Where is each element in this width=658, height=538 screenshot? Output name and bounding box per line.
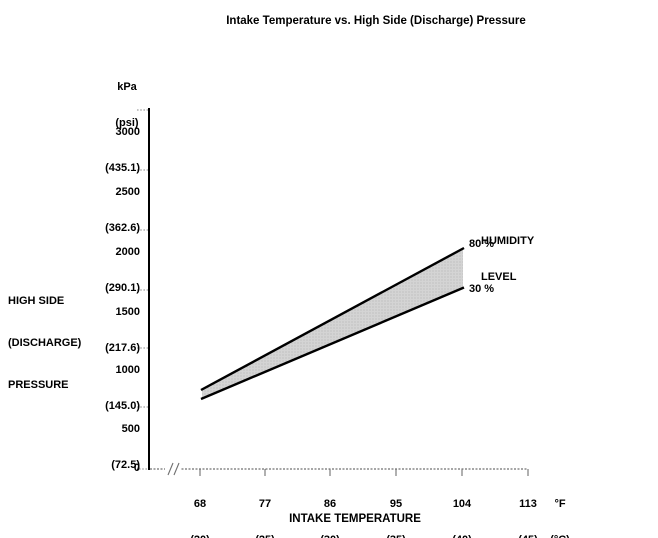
legend-80-percent-label: 80 % <box>469 238 495 250</box>
x-tick-77-c: (25) <box>235 534 295 538</box>
y-tick-3000-psi: (435.1) <box>105 162 140 174</box>
humidity-30-line <box>200 286 465 401</box>
y-axis-unit-kpa: kPa <box>117 81 137 93</box>
x-tick-104-f: 104 <box>452 498 472 510</box>
y-tick-1500-psi: (217.6) <box>105 342 140 354</box>
x-tick-68-f: 68 <box>193 498 207 510</box>
y-tick-1000-psi: (145.0) <box>105 400 140 412</box>
x-tick-95-f: 95 <box>389 498 403 510</box>
x-axis-break-gap <box>165 462 180 475</box>
y-tick-2000-kpa: 2000 <box>115 246 140 258</box>
y-tick-2000-psi: (290.1) <box>105 282 140 294</box>
y-tick-2500-psi: (362.6) <box>105 222 140 234</box>
x-tick-77: 77 (25) <box>235 474 295 538</box>
x-tick-68: 68 (20) <box>170 474 230 538</box>
humidity-80-line <box>200 246 465 392</box>
x-tick-113: 113 (45) <box>498 474 558 538</box>
x-axis-title: INTAKE TEMPERATURE <box>289 513 421 525</box>
y-tick-1000-kpa: 1000 <box>115 364 140 376</box>
x-tick-86-f: 86 <box>323 498 337 510</box>
y-axis-title-line3: PRESSURE <box>8 379 69 391</box>
y-tick-500-kpa: 500 <box>121 423 140 435</box>
x-axis-break-slash-2 <box>173 462 180 476</box>
x-tick-68-c: (20) <box>170 534 230 538</box>
x-tick-86: 86 (30) <box>300 474 360 538</box>
y-axis-ticks <box>137 109 148 470</box>
legend-30-percent-label: 30 % <box>469 283 495 295</box>
y-tick-2500-kpa: 2500 <box>115 186 140 198</box>
humidity-band-area <box>202 248 463 399</box>
x-axis-unit-f: °F <box>554 498 566 510</box>
y-tick-1000: 1000 (145.0) <box>105 340 140 436</box>
y-axis-title-line1: HIGH SIDE <box>8 295 65 307</box>
x-tick-113-f: 113 <box>519 498 537 510</box>
y-axis-unit-label: kPa (psi) <box>100 57 154 153</box>
y-tick-3000: 3000 (435.1) <box>105 102 140 198</box>
x-tick-86-c: (30) <box>300 534 360 538</box>
x-tick-95: 95 (35) <box>366 474 426 538</box>
legend-title: HUMIDITY LEVEL <box>481 211 534 307</box>
y-tick-2500: 2500 (362.6) <box>105 162 140 258</box>
y-tick-1500: 1500 (217.6) <box>105 282 140 378</box>
y-axis-unit-psi: (psi) <box>115 117 139 129</box>
x-axis-ticks <box>199 469 529 476</box>
y-axis-title: HIGH SIDE (DISCHARGE) PRESSURE <box>8 266 81 420</box>
y-tick-2000: 2000 (290.1) <box>105 222 140 318</box>
legend-title-line1: HUMIDITY <box>481 235 535 247</box>
legend-title-line2: LEVEL <box>481 271 517 283</box>
y-axis-title-line2: (DISCHARGE) <box>8 337 82 349</box>
x-axis-unit-label: °F (°C) <box>540 474 580 538</box>
y-tick-500: 500 (72.5) <box>111 399 140 495</box>
x-axis-break-slash-1 <box>167 462 174 476</box>
x-tick-113-c: (45) <box>498 534 558 538</box>
x-tick-95-c: (35) <box>366 534 426 538</box>
y-tick-500-psi: (72.5) <box>111 459 140 471</box>
x-tick-104: 104 (40) <box>432 474 492 538</box>
y-tick-3000-kpa: 3000 <box>115 126 140 138</box>
y-tick-1500-kpa: 1500 <box>115 306 140 318</box>
x-tick-104-c: (40) <box>432 534 492 538</box>
y-tick-zero: 0 <box>133 462 140 474</box>
x-axis-unit-c: (°C) <box>540 534 580 538</box>
x-tick-77-f: 77 <box>258 498 272 510</box>
chart-title: Intake Temperature vs. High Side (Discha… <box>226 15 526 27</box>
